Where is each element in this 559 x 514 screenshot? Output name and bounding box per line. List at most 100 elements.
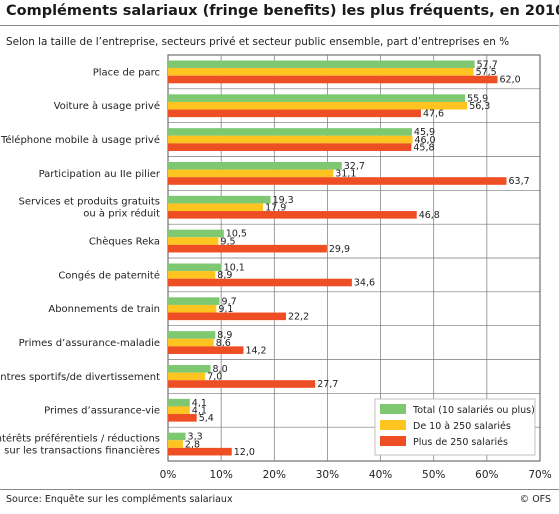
legend-label: Total (10 salariés ou plus) xyxy=(412,405,535,416)
bar-value-label: 9,7 xyxy=(222,296,237,307)
bar-value-label: 8,6 xyxy=(216,338,231,349)
bar-value-label: 7,0 xyxy=(207,372,222,383)
category-label: Place de parc xyxy=(93,67,160,78)
category-label: Centres sportifs/de divertissement xyxy=(0,372,160,383)
bar xyxy=(168,94,466,102)
category-label: Congés de paternité xyxy=(58,269,160,281)
bar xyxy=(168,263,222,272)
bar-value-label: 46,0 xyxy=(414,135,435,146)
bar xyxy=(168,229,224,238)
legend-label: De 10 à 250 salariés xyxy=(413,421,511,432)
category-label: Primes d’assurance-maladie xyxy=(19,338,160,349)
bar xyxy=(168,75,498,84)
bar xyxy=(168,365,211,373)
bar xyxy=(168,237,219,245)
bar-value-label: 2,8 xyxy=(185,439,200,450)
bar xyxy=(168,143,412,151)
x-tick-label: 70% xyxy=(528,469,551,481)
bar-value-label: 47,6 xyxy=(423,109,444,120)
bar-value-label: 32,7 xyxy=(344,161,365,172)
bar xyxy=(168,211,417,219)
bar xyxy=(168,278,352,287)
x-tick-label: 60% xyxy=(475,469,498,481)
category-label: Participation au IIe pilier xyxy=(39,169,161,180)
bar xyxy=(168,68,474,76)
bar xyxy=(168,60,475,69)
bar-value-label: 4,1 xyxy=(192,405,207,416)
x-tick-label: 50% xyxy=(422,469,445,481)
x-tick-label: 0% xyxy=(160,469,177,481)
bar xyxy=(168,398,190,407)
bar-value-label: 8,0 xyxy=(213,364,228,375)
x-tick-label: 10% xyxy=(209,469,232,481)
bar xyxy=(168,372,206,381)
bar xyxy=(168,447,232,456)
bar-value-label: 8,9 xyxy=(217,330,232,341)
bar-value-label: 29,9 xyxy=(329,244,350,255)
bar xyxy=(168,440,183,448)
bar-value-label: 5,4 xyxy=(199,413,214,424)
bar xyxy=(168,135,413,144)
bar-value-label: 14,2 xyxy=(245,345,266,356)
source-note: Source: Enquête sur les compléments sala… xyxy=(6,494,233,505)
bar-value-label: 10,5 xyxy=(226,229,247,240)
bar-value-label: 31,1 xyxy=(335,169,356,180)
legend-swatch xyxy=(380,420,406,430)
category-label: ou à prix réduit xyxy=(83,208,160,220)
bar xyxy=(168,304,217,313)
bar xyxy=(168,297,220,305)
bar-value-label: 55,9 xyxy=(467,93,488,104)
bar xyxy=(168,195,271,204)
bar xyxy=(168,109,421,118)
bar-value-label: 45,8 xyxy=(413,142,434,153)
category-label: Téléphone mobile à usage privé xyxy=(0,134,160,146)
bar-value-label: 57,5 xyxy=(476,67,497,78)
copyright-note: © OFS xyxy=(519,494,551,505)
category-label: Primes d’assurance-vie xyxy=(44,406,160,417)
bar-value-label: 8,9 xyxy=(217,270,232,281)
bar-value-label: 12,0 xyxy=(234,447,255,458)
bar-value-label: 3,3 xyxy=(188,432,203,443)
bar xyxy=(168,338,214,347)
bar-value-label: 56,3 xyxy=(469,101,490,112)
bar xyxy=(168,414,197,422)
bar xyxy=(168,346,244,354)
bar xyxy=(168,101,468,110)
category-label: Abonnements de train xyxy=(48,304,160,315)
bar xyxy=(168,177,507,185)
bar xyxy=(168,406,190,415)
bar xyxy=(168,162,342,170)
bar-value-label: 19,3 xyxy=(273,195,294,206)
bar xyxy=(168,244,327,253)
bar xyxy=(168,331,216,339)
bar xyxy=(168,169,334,178)
x-tick-label: 30% xyxy=(316,469,339,481)
chart-subtitle: Selon la taille de l’entreprise, secteur… xyxy=(6,36,510,48)
x-tick-label: 40% xyxy=(369,469,392,481)
category-label: Services et produits gratuits xyxy=(19,197,160,208)
bar-value-label: 62,0 xyxy=(499,75,520,86)
bar xyxy=(168,271,216,279)
footer-rule xyxy=(0,489,559,490)
bar-value-label: 10,1 xyxy=(224,263,245,274)
legend-swatch xyxy=(380,436,406,446)
bar xyxy=(168,380,316,388)
chart-title: Compléments salariaux (fringe benefits) … xyxy=(6,3,559,19)
bar-value-label: 9,5 xyxy=(220,236,235,247)
category-label: sur les transactions financières xyxy=(4,445,160,457)
bar-value-label: 57,7 xyxy=(477,60,498,71)
legend-label: Plus de 250 salariés xyxy=(413,437,508,448)
title-rule xyxy=(0,25,559,26)
bar-value-label: 46,8 xyxy=(419,210,440,221)
legend-swatch xyxy=(380,404,406,414)
category-label: Chèques Reka xyxy=(89,236,160,248)
bar xyxy=(168,432,186,441)
category-label: Intérêts préférentiels / réductions xyxy=(0,433,160,445)
bar-value-label: 34,6 xyxy=(354,278,375,289)
bar-value-label: 4,1 xyxy=(192,398,207,409)
bar xyxy=(168,312,286,321)
bar xyxy=(168,128,412,136)
bar-value-label: 63,7 xyxy=(509,176,530,187)
x-tick-label: 20% xyxy=(263,469,286,481)
